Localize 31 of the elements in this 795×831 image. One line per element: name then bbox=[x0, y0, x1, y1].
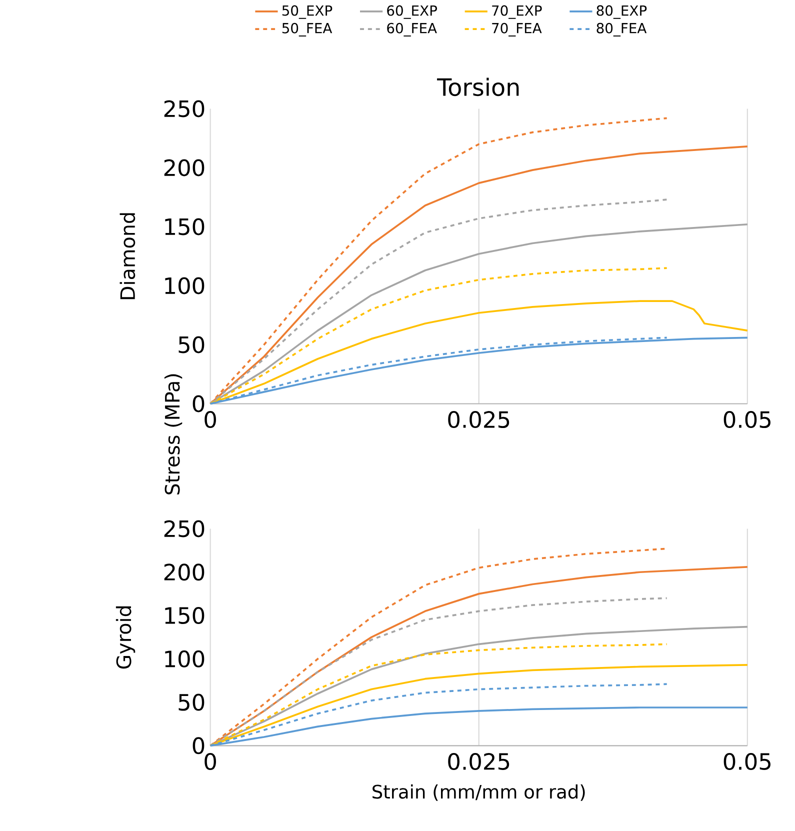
x-tick-label: 0.05 bbox=[724, 411, 771, 428]
chart-title: Torsion bbox=[437, 78, 519, 96]
y-tick-label: 0 bbox=[192, 737, 204, 754]
y-tick-label: 250 bbox=[164, 100, 204, 118]
legend-label: 80_FEA bbox=[596, 22, 647, 36]
x-tick-label: 0.025 bbox=[448, 752, 510, 770]
x-tick-label: 0.05 bbox=[724, 752, 771, 770]
text: Stress (MPa) bbox=[164, 374, 182, 494]
y-tick-label: 200 bbox=[164, 564, 204, 581]
legend-label: 50_FEA bbox=[282, 22, 332, 36]
legend-label: 60_EXP bbox=[387, 5, 438, 19]
y-tick-label: 0 bbox=[192, 395, 204, 412]
legend-label: 70_FEA bbox=[492, 22, 542, 36]
y-axis-title: Gyroid bbox=[116, 606, 136, 669]
y-axis-title: Diamond bbox=[120, 213, 136, 300]
y-tick-label: 50 bbox=[178, 336, 204, 354]
y-tick-label: 250 bbox=[164, 520, 204, 538]
x-tick-label: 0 bbox=[204, 411, 216, 428]
y-tick-label: 150 bbox=[165, 218, 204, 236]
legend-label: 60_FEA bbox=[387, 22, 438, 36]
x-axis-title: Strain (mm/mm or rad) bbox=[372, 784, 585, 801]
y-tick-label: 150 bbox=[165, 606, 204, 624]
y-tick-label: 100 bbox=[165, 277, 204, 294]
x-tick-label: 0 bbox=[204, 752, 216, 770]
legend-label: 50_EXP bbox=[282, 5, 332, 19]
legend-label: 70_EXP bbox=[492, 5, 542, 19]
x-tick-label: 0.025 bbox=[448, 411, 510, 428]
y-tick-label: 100 bbox=[165, 650, 204, 668]
y-tick-label: 200 bbox=[164, 159, 204, 176]
legend-label: 80_EXP bbox=[596, 5, 647, 19]
y-tick-label: 50 bbox=[178, 694, 204, 711]
